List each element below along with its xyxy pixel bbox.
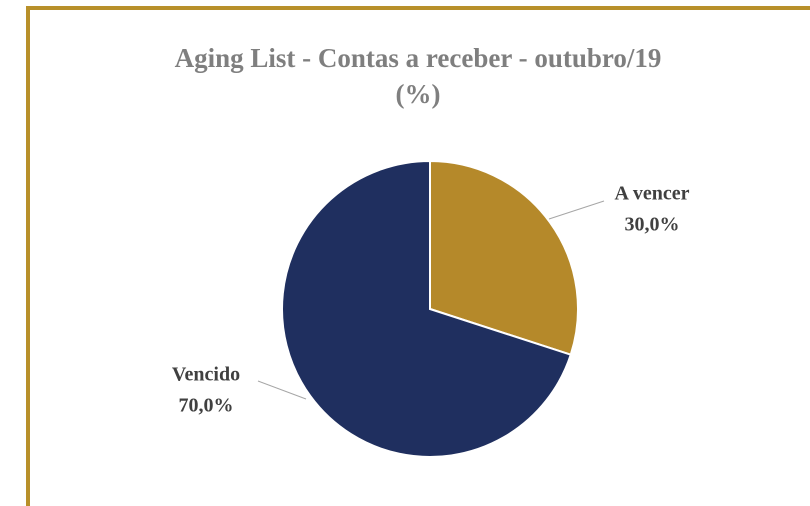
pie-slice (281, 159, 573, 458)
value-label: 30,0% (625, 214, 680, 236)
category-label: A vencer (615, 183, 690, 205)
leader-line (548, 200, 605, 220)
chart-title: Aging List - Contas a receber - outubro/… (174, 43, 662, 109)
leader-line (257, 380, 307, 400)
frame-left (26, 6, 30, 506)
value-label: 70,0% (179, 395, 234, 417)
category-label: Vencido (172, 364, 240, 386)
frame-top (26, 6, 810, 10)
pie-slice (429, 159, 579, 356)
